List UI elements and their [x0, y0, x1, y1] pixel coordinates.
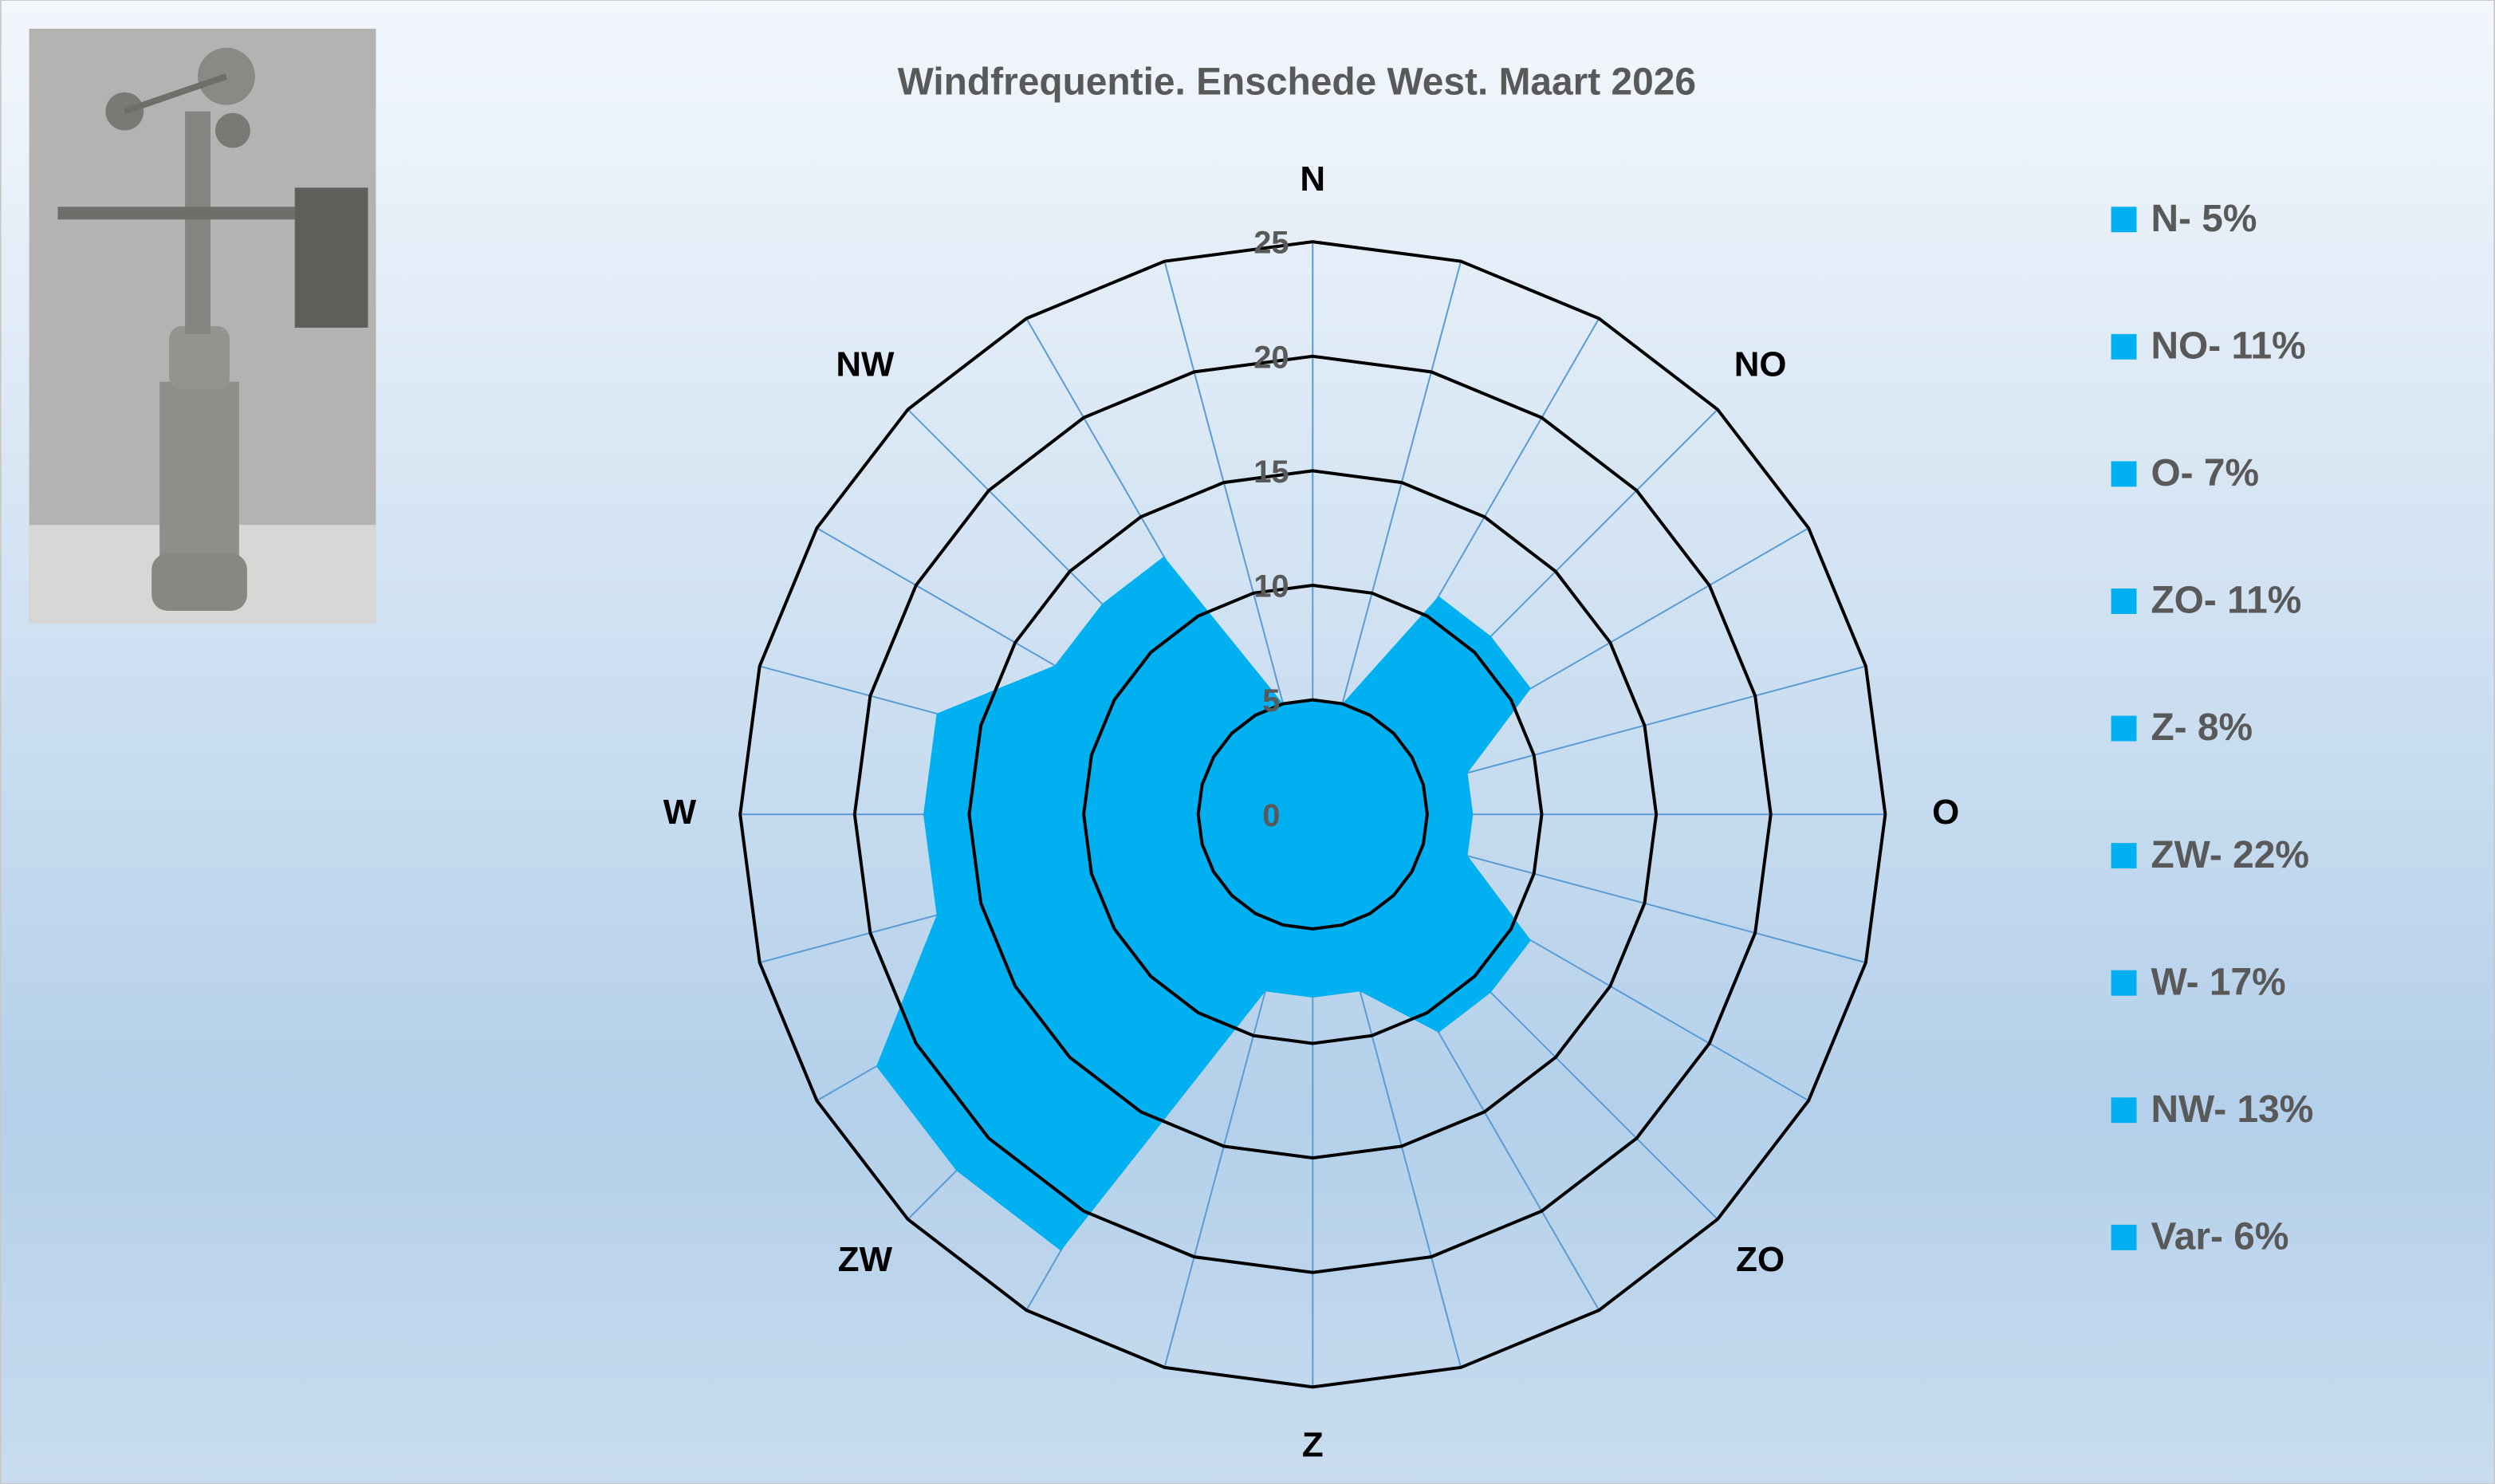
r-tick-label: 20 — [1253, 340, 1289, 375]
category-label: O — [1932, 793, 1959, 832]
category-label: NW — [836, 345, 895, 384]
category-label: ZO — [1736, 1240, 1785, 1279]
category-label: Z — [1302, 1426, 1324, 1465]
category-label: NO — [1734, 345, 1787, 384]
legend-label: O- 7% — [2151, 452, 2259, 494]
legend-swatch — [2111, 843, 2137, 869]
legend-swatch — [2111, 1097, 2137, 1124]
r-tick-label: 0 — [1262, 798, 1280, 833]
r-tick-label: 25 — [1253, 226, 1289, 261]
legend-swatch — [2111, 970, 2137, 996]
grid-ring — [738, 240, 1887, 1389]
legend-swatch — [2111, 588, 2137, 614]
legend-swatch — [2111, 207, 2137, 233]
legend-label: W- 17% — [2151, 961, 2285, 1003]
legend-label: Var- 6% — [2151, 1215, 2288, 1258]
chart-title: Windfrequentie. Enschede West. Maart 202… — [898, 61, 1696, 103]
legend-swatch — [2111, 1224, 2137, 1250]
grid-ring — [1082, 584, 1544, 1045]
grid-ring — [1196, 698, 1429, 931]
data-area — [876, 556, 1531, 1251]
legend-swatch — [2111, 715, 2137, 742]
category-label: ZW — [838, 1240, 893, 1279]
category-label: W — [663, 793, 697, 832]
legend-swatch — [2111, 461, 2137, 487]
legend-label: ZO- 11% — [2151, 580, 2301, 622]
legend-label: N- 5% — [2151, 198, 2257, 240]
r-tick-label: 5 — [1262, 683, 1280, 718]
category-label: N — [1300, 159, 1325, 199]
r-tick-label: 10 — [1253, 569, 1289, 604]
legend-label: NW- 13% — [2151, 1088, 2313, 1131]
photo — [29, 28, 376, 624]
r-tick-label: 15 — [1253, 455, 1289, 490]
legend-label: Z- 8% — [2151, 707, 2253, 749]
legend-label: NO- 11% — [2151, 325, 2305, 367]
legend-swatch — [2111, 333, 2137, 360]
grid-ring — [967, 469, 1659, 1160]
legend-label: ZW- 22% — [2151, 834, 2308, 876]
grid-ring — [852, 354, 1773, 1274]
